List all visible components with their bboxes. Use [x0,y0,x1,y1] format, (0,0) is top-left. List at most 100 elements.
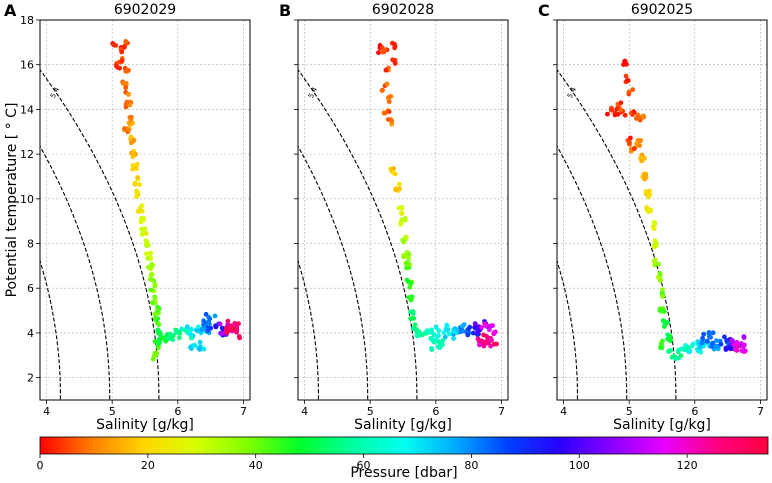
colorbar-label: Pressure [dbar] [350,465,457,481]
data-point [156,345,161,351]
density-contour-line [298,258,320,400]
data-point [124,99,130,105]
x-tick-label: 5 [367,405,374,418]
data-point [212,313,218,319]
data-point [481,343,487,349]
data-point [742,342,747,348]
data-point [657,270,663,276]
x-tick-label: 4 [43,405,50,418]
data-point [141,216,147,221]
data-point [392,41,397,47]
x-tick-label: 6 [174,405,181,418]
data-point [662,322,668,328]
y-tick-label: 12 [20,148,34,161]
data-point [385,117,391,122]
data-point [630,87,636,92]
data-point [184,324,190,330]
y-tick-label: 2 [27,372,34,385]
data-point [648,207,653,213]
data-point [642,173,647,179]
data-point [651,226,657,231]
panel-a: A 6902029 Salinity [g/kg] 5.4 4 5 6 7 2 4 6 8 10 1… [4,1,251,433]
data-point [472,321,478,326]
data-point [446,331,452,337]
data-point [687,349,693,355]
data-point [150,300,155,305]
density-contour-line [312,9,479,411]
density-contour-label: 5.4 [307,86,320,100]
data-point [392,45,397,51]
density-contour-line [557,258,579,400]
data-point [397,181,402,187]
data-point [152,282,158,288]
data-point [488,323,494,329]
data-point [113,43,119,48]
x-tick-label: 4 [301,405,308,418]
data-point [383,67,389,73]
data-point [662,309,667,314]
y-tick-label: 10 [20,193,34,206]
data-point [458,329,463,335]
density-contours: 5.4 [40,68,160,400]
x-tick-label: 7 [498,405,505,418]
data-point [122,44,127,50]
data-point [195,324,201,330]
data-point [148,254,153,260]
density-contour-line [557,68,677,400]
data-point [379,88,385,93]
data-point [667,333,673,339]
data-point [643,189,649,195]
data-point [408,316,414,321]
data-point [487,327,492,333]
y-tick-label: 14 [20,103,34,116]
data-point [718,341,724,347]
data-point [399,217,405,223]
data-point [436,333,441,339]
data-point [494,341,499,347]
data-point [128,116,134,122]
data-point [190,343,196,348]
density-contour-label: 5.4 [49,86,62,100]
data-point [451,329,456,334]
data-point [626,89,632,95]
colorbar-tick-label: 100 [569,459,590,472]
x-axis-label: Salinity [g/kg] [613,417,711,433]
data-point [488,343,494,349]
colorbar-tick-label: 0 [37,459,44,472]
y-tick-label: 8 [27,238,34,251]
data-point [382,110,388,116]
density-contour-label: 5.4 [566,86,579,100]
scatter-points [110,39,243,362]
data-point [673,356,678,362]
x-tick-label: 6 [432,405,439,418]
data-point [465,332,471,338]
data-point [466,326,471,332]
data-point [657,306,663,312]
panel-letter: B [279,1,291,20]
data-point [149,261,155,267]
data-point [407,284,413,290]
data-point [124,69,130,74]
data-point [386,109,392,115]
plot-frame [556,19,768,401]
data-point [136,208,142,214]
data-point [656,261,661,267]
panel-title: 6902025 [631,2,693,18]
y-tick-label: 4 [27,327,34,340]
data-point [652,262,658,268]
data-point [167,331,173,337]
data-point [152,339,158,344]
x-axis-label: Salinity [g/kg] [96,417,194,433]
data-point [232,321,238,326]
data-point [425,328,430,333]
y-tick-label: 16 [20,59,34,72]
colorbar: Pressure [dbar] 0 20 40 60 80 100 120 [37,436,769,481]
data-point [618,107,624,113]
x-tick-label: 4 [560,405,567,418]
x-tick-label: 5 [626,405,633,418]
data-point [197,347,203,352]
data-point [652,257,658,263]
data-point [406,255,412,261]
data-point [384,81,390,87]
